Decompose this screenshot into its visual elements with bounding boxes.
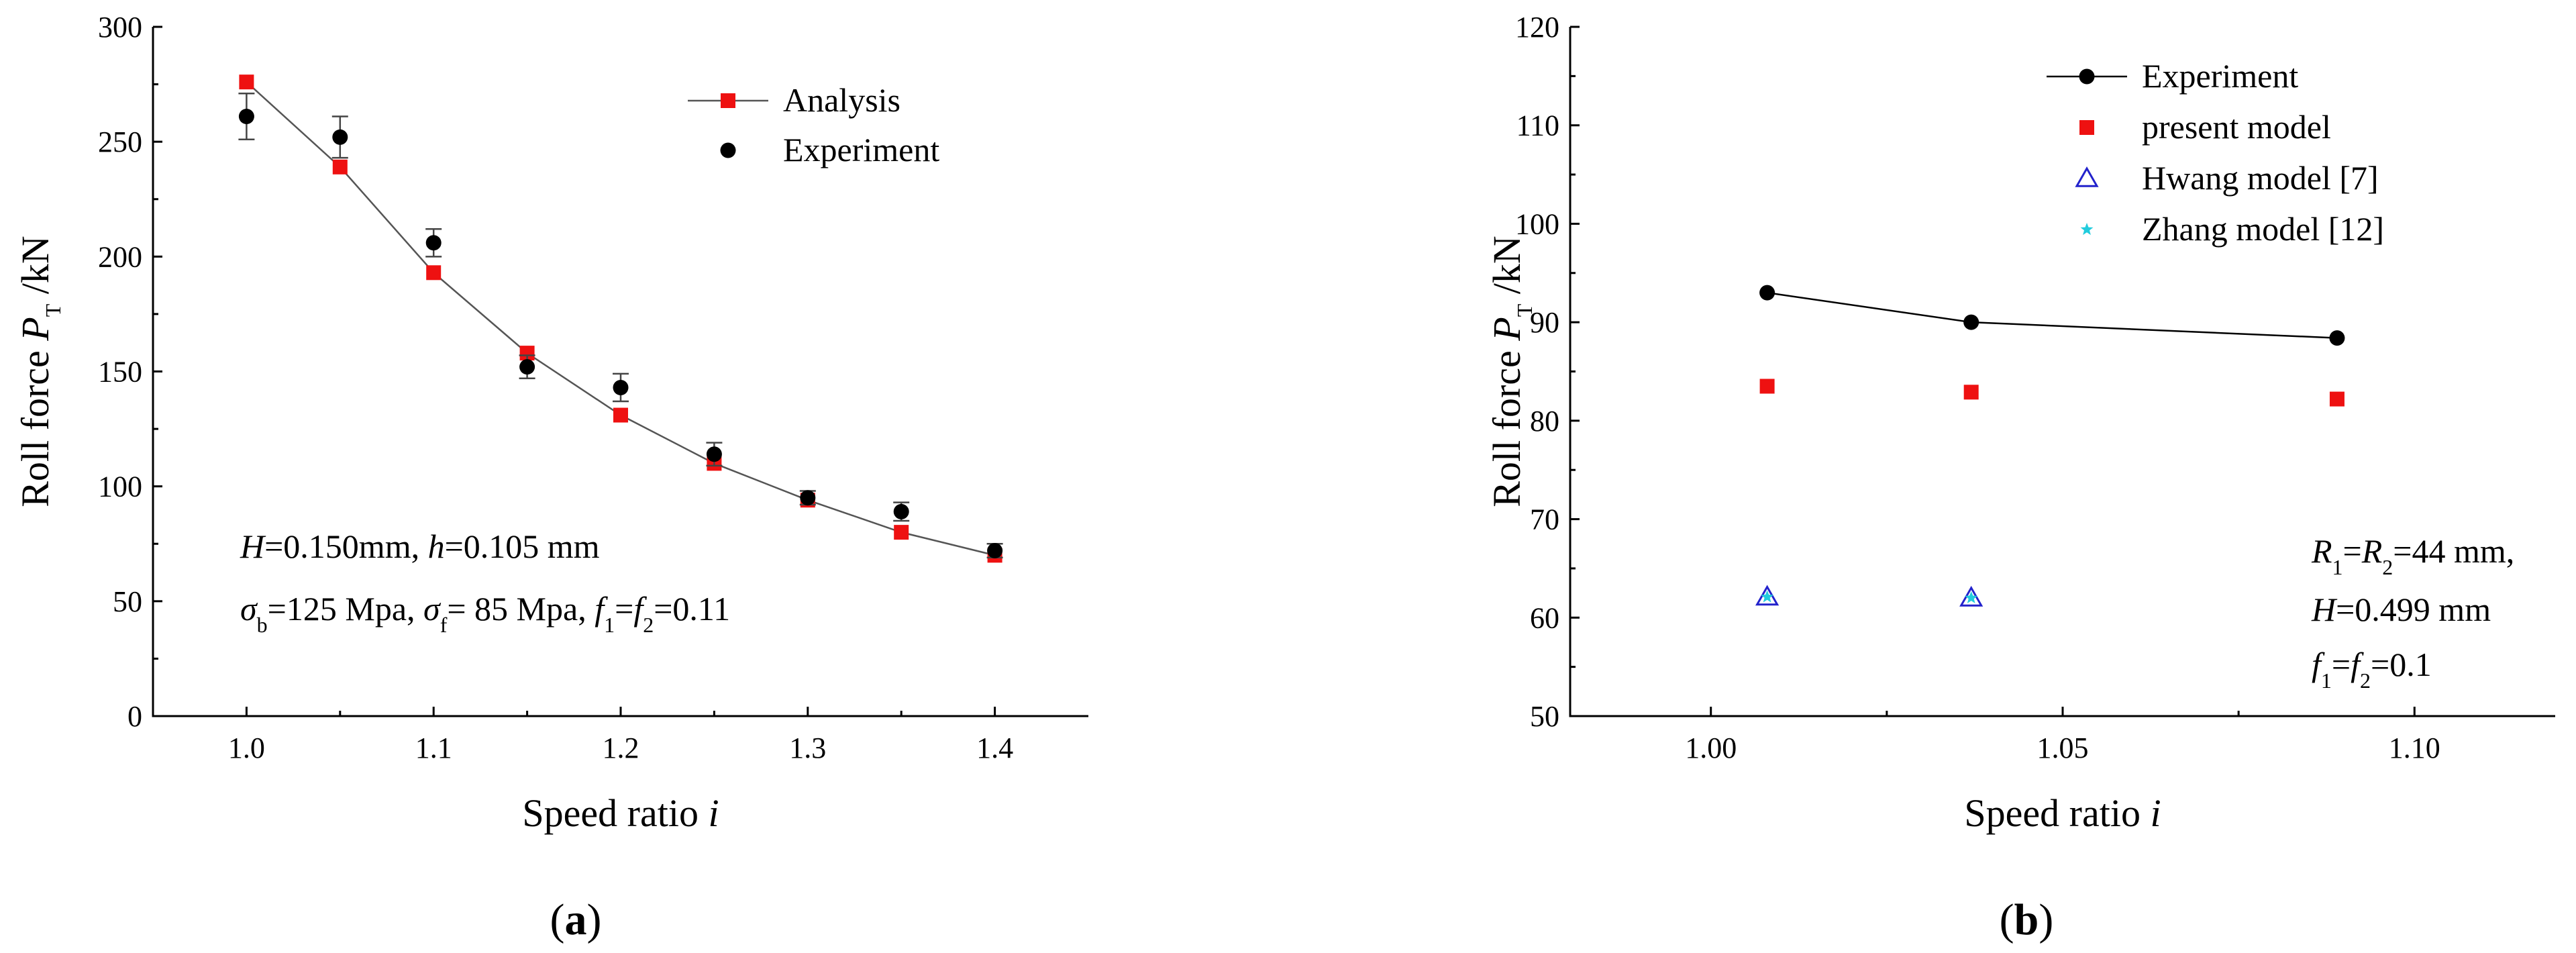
annotation-line: σb=125 Mpa, σf= 85 Mpa, f1=f2=0.11	[240, 590, 730, 637]
series-line	[1767, 291, 2337, 339]
data-point	[1759, 379, 1775, 394]
legend-marker	[720, 142, 736, 158]
legend-label: Experiment	[2142, 57, 2298, 95]
data-point	[1761, 590, 1774, 603]
x-tick-label: 1.4	[976, 732, 1013, 764]
chart-panel-a: 0 50 100 150 200 250 300 1.0 1.1 1.2 1.3 1.4 Roll fo…	[13, 11, 1088, 944]
y-tick-label: 80	[1530, 405, 1559, 438]
series-hwang-model-7-	[1755, 585, 1983, 607]
x-tick-label: 1.0	[228, 732, 265, 764]
data-point	[1963, 385, 1979, 400]
data-point	[239, 74, 254, 90]
y-tick-label: 70	[1530, 503, 1559, 536]
y-tick-label: 110	[1516, 109, 1559, 142]
series-present-model	[1759, 379, 2345, 407]
y-tick-label: 100	[98, 470, 142, 503]
data-point	[2329, 330, 2345, 346]
data-point	[238, 109, 254, 125]
legend-label: Hwang model [7]	[2142, 159, 2379, 197]
legend-marker	[2075, 166, 2099, 187]
panel-label: (a)	[550, 895, 602, 944]
y-tick-label: 50	[1530, 700, 1559, 733]
series-experiment	[238, 93, 1003, 559]
x-tick-label: 1.3	[789, 732, 826, 764]
legend-label: present model	[2142, 108, 2331, 146]
y-tick-label: 0	[127, 700, 142, 733]
data-point	[425, 235, 442, 251]
data-point	[893, 503, 909, 519]
data-point	[800, 490, 816, 506]
x-axis-label: Speed ratio i	[1964, 791, 2161, 835]
y-axis-label: Roll force PT /kN	[1485, 236, 1537, 507]
legend-label: Analysis	[783, 81, 900, 119]
x-tick-label: 1.2	[603, 732, 639, 764]
data-point	[1963, 314, 1979, 330]
panel-label: (b)	[2000, 895, 2054, 944]
annotation-line: H=0.150mm, h=0.105 mm	[240, 528, 600, 565]
legend-marker	[721, 93, 735, 108]
y-tick-label: 300	[98, 11, 142, 44]
y-tick-label: 50	[113, 585, 142, 618]
annotation-line: H=0.499 mm	[2311, 591, 2491, 628]
y-tick-label: 90	[1530, 306, 1559, 339]
legend-marker	[2079, 120, 2094, 135]
data-point	[426, 265, 442, 281]
series-experiment	[1759, 285, 2345, 346]
data-point	[1759, 285, 1775, 301]
x-tick-label: 1.1	[415, 732, 452, 764]
data-point	[706, 446, 722, 462]
data-point	[2329, 391, 2345, 407]
legend-label: Experiment	[783, 131, 939, 168]
data-point	[332, 159, 348, 174]
data-point	[519, 346, 535, 361]
x-tick-label: 1.05	[2037, 732, 2089, 764]
y-tick-label: 250	[98, 126, 142, 158]
annotation-line: R1=R2=44 mm,	[2311, 532, 2514, 579]
series-zhang-model-12-	[1761, 590, 1978, 603]
legend-label: Zhang model [12]	[2142, 210, 2384, 248]
y-tick-label: 150	[98, 356, 142, 389]
legend-marker	[2079, 68, 2095, 85]
data-point	[613, 407, 628, 423]
data-point	[613, 379, 629, 395]
y-tick-label: 100	[1515, 207, 1559, 240]
legend-marker	[2080, 223, 2094, 236]
y-axis-label: Roll force PT /kN	[13, 236, 65, 507]
y-tick-label: 60	[1530, 601, 1559, 634]
data-point	[1965, 591, 1978, 603]
x-tick-label: 1.00	[1685, 732, 1737, 764]
chart-panel-b: 50 60 70 80 90 100 110 120 1.00 1.05 1.10 Roll forc…	[1485, 11, 2555, 944]
data-point	[332, 129, 348, 145]
y-tick-label: 200	[98, 240, 142, 273]
x-tick-label: 1.10	[2389, 732, 2440, 764]
y-tick-label: 120	[1515, 11, 1559, 44]
x-axis-label: Speed ratio i	[522, 791, 719, 835]
data-point	[894, 525, 909, 540]
data-point	[519, 359, 535, 375]
data-point	[987, 543, 1003, 559]
annotation-line: f1=f2=0.1	[2312, 646, 2432, 693]
